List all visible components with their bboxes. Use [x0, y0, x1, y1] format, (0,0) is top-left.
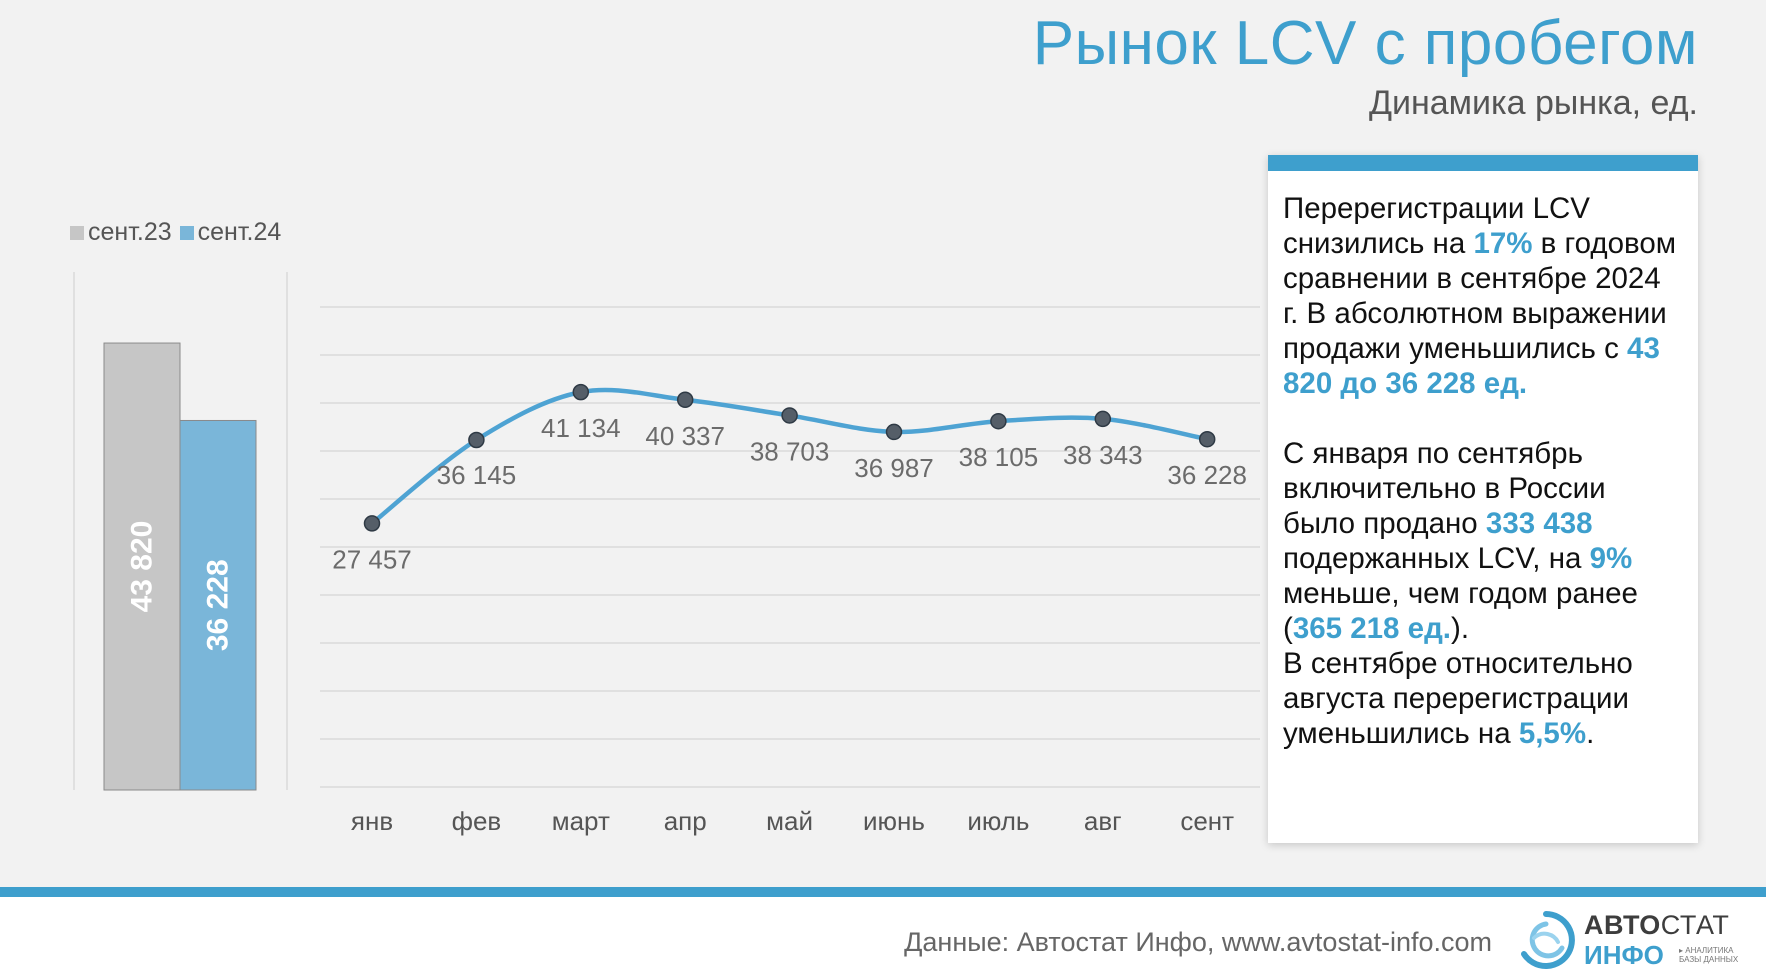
- logo-brand-thin: СТАТ: [1660, 910, 1730, 940]
- x-tick-label: июнь: [863, 806, 925, 836]
- logo: АВТОСТАТ ИНФО ▸ АНАЛИТИКА БАЗЫ ДАННЫХ: [1514, 908, 1746, 972]
- panel-highlight: 17%: [1473, 227, 1533, 260]
- data-label: 40 337: [645, 421, 725, 451]
- x-tick-label: апр: [664, 806, 707, 836]
- panel-accent-bar: [1268, 155, 1698, 171]
- logo-brand: АВТОСТАТ: [1584, 910, 1729, 941]
- data-label: 27 457: [332, 544, 412, 574]
- bar-chart: 43 820 36 228: [73, 272, 288, 791]
- page-title: Рынок LCV с пробегом: [1032, 9, 1698, 78]
- data-label: 36 145: [437, 460, 517, 490]
- data-label: 38 343: [1063, 440, 1143, 470]
- legend-label-sep24: сент.24: [197, 218, 282, 246]
- panel-text: подержанных LCV, на: [1283, 542, 1590, 575]
- line-chart: 27 457 янв 36 145 фев 41 134 март 40 337 апр 38 …: [320, 306, 1260, 836]
- data-point: [572, 383, 590, 401]
- data-point: [990, 412, 1007, 430]
- data-point: [885, 423, 903, 441]
- x-tick-label: май: [766, 806, 813, 836]
- x-tick-label: янв: [351, 806, 393, 836]
- data-point: [468, 431, 485, 449]
- legend-swatch-sep24: [179, 225, 194, 240]
- panel-text: ).: [1451, 612, 1470, 645]
- bar-data-label: 43 820: [126, 521, 159, 613]
- footer: [0, 897, 1766, 980]
- data-label: 36 987: [854, 453, 934, 483]
- legend: сент.23 сент.24: [70, 218, 289, 247]
- data-point: [676, 391, 694, 409]
- panel-text: С января по сентябрь включительно в Росс…: [1283, 437, 1606, 540]
- panel-body: Перерегистрации LCV снизились на 17% в г…: [1268, 171, 1698, 751]
- x-tick-label: авг: [1084, 806, 1122, 836]
- x-tick-label: сент: [1180, 806, 1234, 836]
- bar-data-label: 36 228: [202, 559, 235, 651]
- panel-text: В сентябре относительно августа перереги…: [1283, 647, 1633, 750]
- panel-highlight: 333 438: [1485, 507, 1593, 540]
- data-label: 38 105: [959, 442, 1039, 472]
- data-label: 38 703: [750, 436, 830, 466]
- logo-sub: ИНФО: [1584, 940, 1664, 970]
- panel-paragraph-3: В сентябре относительно августа перереги…: [1283, 646, 1680, 751]
- panel-paragraph-2: С января по сентябрь включительно в Росс…: [1283, 436, 1680, 646]
- panel-text: меньше, чем годом ранее (: [1283, 577, 1638, 645]
- data-point: [1094, 410, 1112, 428]
- logo-tag-line1: ▸ АНАЛИТИКА: [1679, 946, 1734, 955]
- bar: [179, 419, 257, 791]
- page-subtitle: Динамика рынка, ед.: [1368, 84, 1698, 122]
- x-tick-label: фев: [452, 806, 502, 836]
- logo-tagline: ▸ АНАЛИТИКА БАЗЫ ДАННЫХ: [1679, 946, 1738, 964]
- panel-paragraph-1: Перерегистрации LCV снизились на 17% в г…: [1283, 191, 1680, 401]
- logo-swirl-icon: [1521, 911, 1575, 969]
- panel-highlight: 5,5%: [1518, 717, 1587, 750]
- bar: [103, 342, 181, 791]
- footer-divider: [0, 887, 1766, 897]
- logo-tag-line2: БАЗЫ ДАННЫХ: [1679, 955, 1739, 964]
- panel-highlight: 365 218 ед.: [1292, 612, 1451, 645]
- panel-highlight: 43 820 до 36 228 ед.: [1283, 332, 1660, 400]
- legend-swatch-sep23: [70, 225, 84, 240]
- x-tick-label: март: [552, 806, 610, 836]
- logo-brand-bold: АВТО: [1584, 910, 1661, 940]
- panel-text: в годовом сравнении в сентябре 2024 г. В…: [1283, 227, 1677, 365]
- x-tick-label: июль: [967, 806, 1029, 836]
- data-label: 36 228: [1167, 460, 1247, 490]
- panel-text: .: [1586, 717, 1595, 750]
- data-label: 41 134: [541, 413, 621, 443]
- data-point: [363, 515, 381, 532]
- summary-panel: Перерегистрации LCV снизились на 17% в г…: [1268, 155, 1698, 843]
- data-point: [781, 407, 798, 424]
- data-point: [1198, 430, 1216, 448]
- legend-label-sep23: сент.23: [88, 218, 172, 246]
- panel-text: Перерегистрации LCV снизились на: [1283, 192, 1590, 260]
- footer-source: Данные: Автостат Инфо, www.avtostat-info…: [904, 927, 1492, 957]
- panel-highlight: 9%: [1589, 542, 1633, 575]
